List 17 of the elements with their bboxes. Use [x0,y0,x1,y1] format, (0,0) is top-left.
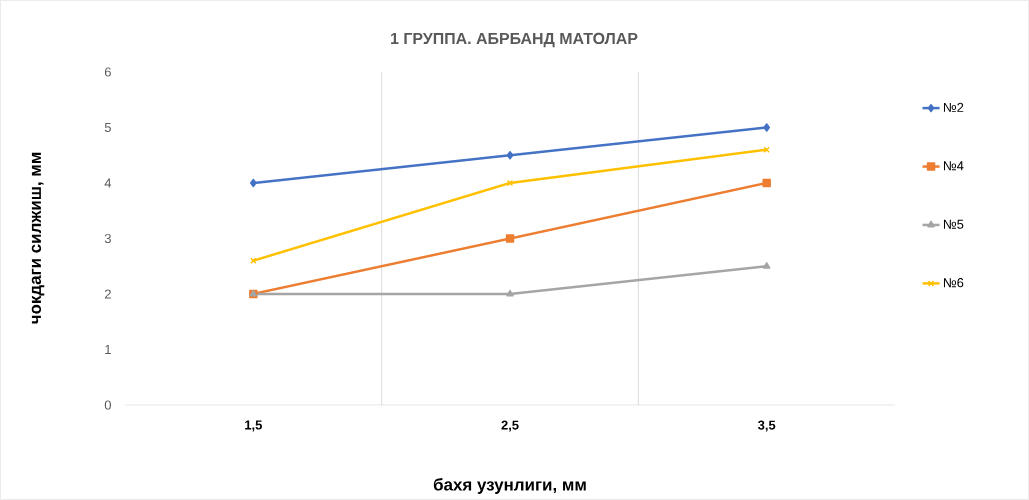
y-tick-label: 5 [104,122,111,133]
legend-label: №5 [943,219,964,229]
x-axis-title: бахя узунлиги, мм [433,478,586,494]
x-tick-label: 1,5 [245,420,262,432]
y-tick-label: 6 [104,67,111,77]
y-tick-label: 1 [105,345,111,354]
y-tick-label: 3 [104,233,111,244]
legend-label: №2 [943,102,964,112]
y-tick-label: 0 [104,400,111,410]
legend-label: №6 [943,278,964,288]
legend-label: №4 [943,161,964,171]
chart-title: 1 ГРУППА. АБРБАНД МАТОЛАР [391,32,638,48]
y-axis-title: чокдаги силжиш, мм [31,152,45,324]
x-tick-label: 3,5 [757,420,776,432]
y-tick-label: 4 [104,178,112,188]
y-tick-label: 2 [104,289,111,299]
x-tick-label: 2,5 [501,420,519,432]
